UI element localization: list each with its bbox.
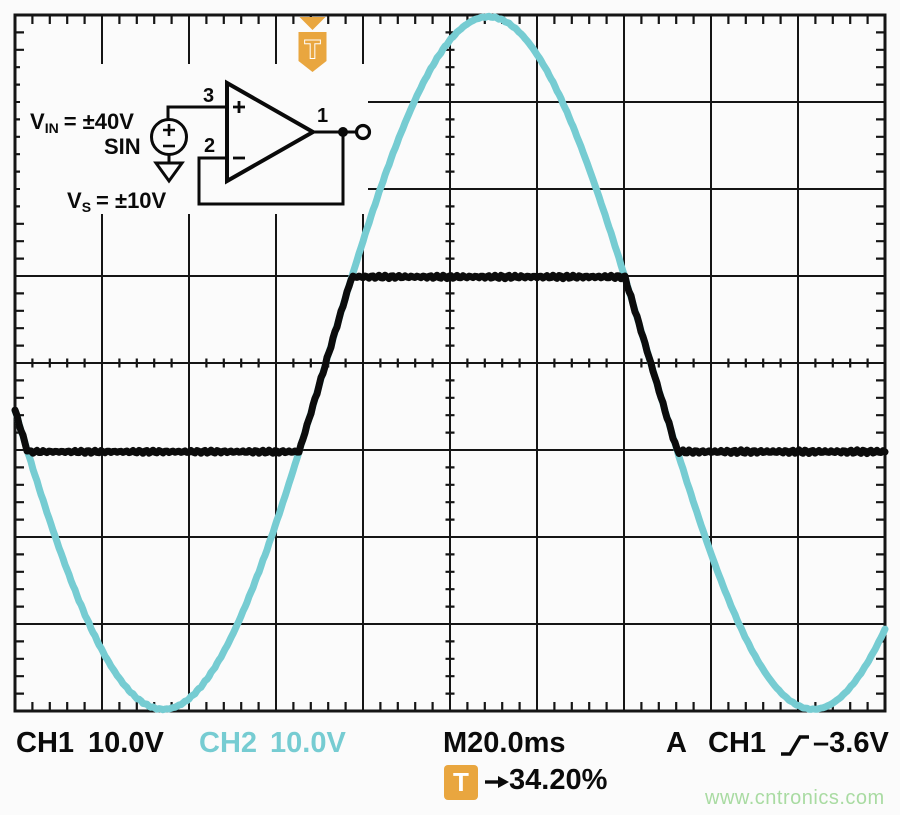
trigger-flag-label: T [305,36,320,64]
graticule-border [13,13,887,713]
rising-edge-icon [781,735,809,756]
trigger-mode-label: A [666,727,687,759]
feedback-wire [197,136,345,206]
trigger-flag-icon [298,32,327,72]
source-plus-icon [163,124,175,136]
ch1-clipped-trace [11,271,889,458]
trigger-level-readout: –3.6V [813,727,889,759]
pin2-label: 2 [204,135,215,157]
circuit-inset-background [20,64,368,214]
ground-icon [153,161,185,184]
trigger-arrow-icon [299,17,326,30]
ch2-sine-trace [11,12,889,714]
noninverting-input-wire [166,105,227,120]
arrow-right-icon [485,776,509,788]
trigger-source-label: CH1 [708,727,767,759]
circuit-inset: VIN = ±40V SIN VS = ±10V 3 2 1 [20,64,372,215]
graticule-minor-ticks [15,15,885,711]
ch1-channel-label: CH1 [16,727,75,759]
sin-label: SIN [104,134,141,159]
trigger-position-readout: 34.20% [509,764,608,796]
ch2-channel-label: CH2 [199,727,258,759]
output-terminal-icon [354,123,372,141]
vin-label: VIN = ±40V [30,109,134,136]
output-junction-dot [338,127,348,137]
watermark: www.cntronics.com [705,787,885,809]
trigger-badge: T [444,765,478,800]
pin1-label: 1 [317,105,328,127]
ch1-volts-per-div: 10.0V [88,727,164,759]
vs-label: VS = ±10V [67,188,167,215]
timebase-readout: M20.0ms [443,727,566,759]
ch2-volts-per-div: 10.0V [270,727,346,759]
opamp-icon [225,79,318,185]
pin3-label: 3 [203,85,214,107]
opamp-plus-icon [233,101,245,113]
trigger-position-marker: T [298,17,327,72]
